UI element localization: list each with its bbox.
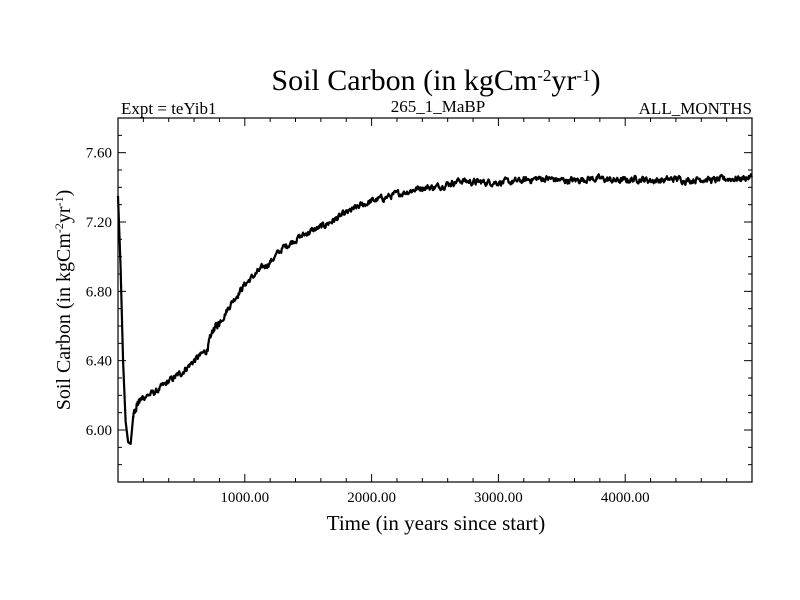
x-axis-label: Time (in years since start)	[327, 511, 546, 535]
y-tick-label: 6.00	[86, 423, 112, 439]
y-tick-label: 6.80	[86, 284, 112, 300]
chart-title-sup1: -2	[537, 66, 551, 85]
series-line	[116, 173, 753, 445]
y-tick-label: 7.60	[86, 146, 112, 162]
y-tick-label: 7.20	[86, 215, 112, 231]
chart-title: Soil Carbon (in kgCm-2yr-1)	[271, 64, 600, 97]
y-axis-label-sup1: -2	[52, 223, 66, 233]
x-tick-label: 4000.00	[601, 490, 650, 506]
chart-title-mid: yr	[551, 64, 576, 97]
x-tick-label: 2000.00	[347, 490, 396, 506]
y-axis-label-base: Soil Carbon (in kgCm	[53, 233, 75, 411]
subtitle-left: Expt = teYib1	[121, 99, 217, 118]
y-axis-label-end: )	[53, 190, 75, 197]
y-axis-label: Soil Carbon (in kgCm-2yr-1)	[52, 190, 75, 411]
series-layer	[116, 173, 753, 445]
chart-title-base: Soil Carbon (in kgCm	[271, 64, 537, 97]
chart-title-sup2: -1	[576, 66, 590, 85]
y-axis: 6.00 6.40 6.80 7.20 7.60	[86, 117, 752, 483]
subtitle-right: ALL_MONTHS	[639, 99, 752, 118]
y-axis-label-sup2: -1	[52, 196, 66, 206]
subtitle-center: 265_1_MaBP	[391, 97, 485, 116]
x-axis: 1000.00 2000.00 3000.00 4000.00	[142, 118, 728, 506]
x-tick-label: 3000.00	[474, 490, 523, 506]
x-tick-label: 1000.00	[220, 490, 269, 506]
y-axis-label-mid: yr	[53, 206, 75, 223]
plot-frame	[117, 117, 753, 483]
y-tick-label: 6.40	[86, 354, 112, 370]
chart-title-end: )	[591, 64, 601, 97]
